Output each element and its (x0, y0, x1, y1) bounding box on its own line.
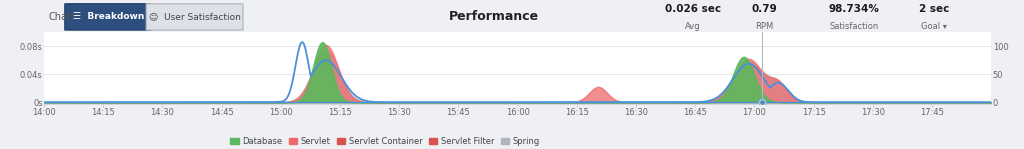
Text: RPM: RPM (755, 22, 773, 31)
Text: 2 sec: 2 sec (920, 4, 949, 14)
Legend: Database, Servlet, Servlet Container, Servlet Filter, Spring: Database, Servlet, Servlet Container, Se… (227, 133, 543, 149)
Text: Chart:: Chart: (49, 12, 79, 22)
Text: 0.026 sec: 0.026 sec (665, 4, 721, 14)
Text: 0.79: 0.79 (751, 4, 777, 14)
Text: Satisfaction: Satisfaction (829, 22, 879, 31)
FancyBboxPatch shape (146, 4, 243, 30)
Text: Avg: Avg (685, 22, 700, 31)
Text: 98.734%: 98.734% (828, 4, 880, 14)
Text: ☰  Breakdown: ☰ Breakdown (73, 12, 144, 21)
FancyBboxPatch shape (65, 4, 152, 30)
Text: Goal ▾: Goal ▾ (922, 22, 947, 31)
Text: Performance: Performance (449, 10, 539, 23)
Text: ☺  User Satisfaction: ☺ User Satisfaction (148, 12, 241, 21)
